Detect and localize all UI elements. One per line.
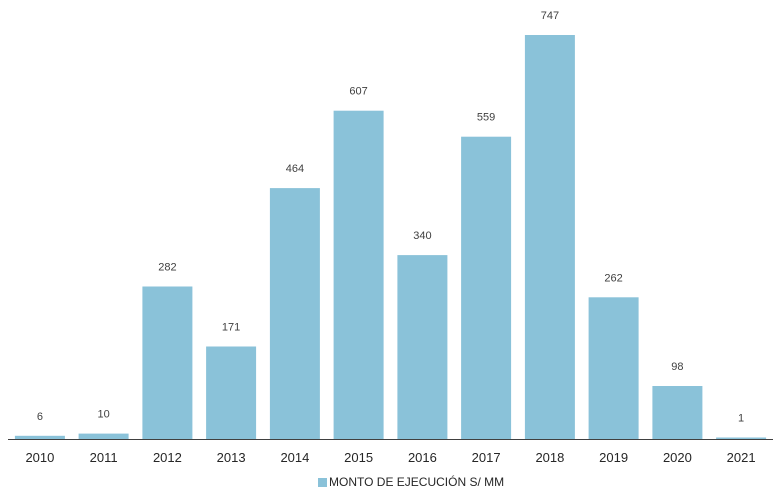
legend-swatch (318, 478, 327, 487)
data-label-2021: 1 (738, 413, 744, 425)
legend-label: MONTO DE EJECUCIÓN S/ MM (329, 474, 504, 489)
bar-2011 (78, 433, 129, 439)
x-tick-label-2012: 2012 (153, 450, 182, 465)
x-tick-label-2020: 2020 (663, 450, 692, 465)
data-label-2019: 262 (604, 272, 622, 284)
x-tick-label-2017: 2017 (472, 450, 501, 465)
x-tick-label-2011: 2011 (90, 450, 118, 465)
bar-2021 (716, 437, 767, 439)
data-label-2017: 559 (477, 112, 495, 124)
x-tick-label-2014: 2014 (280, 450, 309, 465)
data-label-2020: 98 (671, 361, 683, 373)
x-tick-label-2010: 2010 (25, 450, 54, 465)
x-tick-label-2016: 2016 (408, 450, 437, 465)
data-label-2018: 747 (541, 10, 559, 22)
bar-2015 (333, 110, 384, 439)
data-label-2016: 340 (413, 230, 431, 242)
bar-2017 (461, 136, 512, 439)
bars-group (14, 35, 767, 439)
x-tick-label-2019: 2019 (599, 450, 628, 465)
data-label-2011: 10 (97, 409, 109, 421)
data-label-2014: 464 (286, 163, 304, 175)
bar-2014 (269, 188, 320, 439)
bar-2018 (524, 35, 575, 439)
bar-2020 (652, 386, 703, 439)
bar-2013 (206, 346, 257, 439)
x-tick-label-2018: 2018 (535, 450, 564, 465)
data-label-2015: 607 (349, 86, 367, 98)
x-tick-label-2021: 2021 (727, 450, 756, 465)
legend: MONTO DE EJECUCIÓN S/ MM (318, 474, 504, 489)
x-tick-label-2013: 2013 (217, 450, 246, 465)
data-labels-group: 6 10 282 171 464 607 340 559 747 262 98 1 (37, 10, 744, 425)
bar-2019 (588, 297, 639, 439)
bar-2010 (14, 435, 65, 439)
data-label-2013: 171 (222, 322, 240, 334)
x-tick-labels-group: 2010 2011 2012 2013 2014 2015 2016 2017 2018 2019… (25, 450, 755, 465)
data-label-2012: 282 (158, 262, 176, 274)
data-label-2010: 6 (37, 411, 43, 423)
bar-2012 (142, 286, 193, 439)
x-tick-label-2015: 2015 (344, 450, 373, 465)
bar-2016 (397, 255, 448, 439)
